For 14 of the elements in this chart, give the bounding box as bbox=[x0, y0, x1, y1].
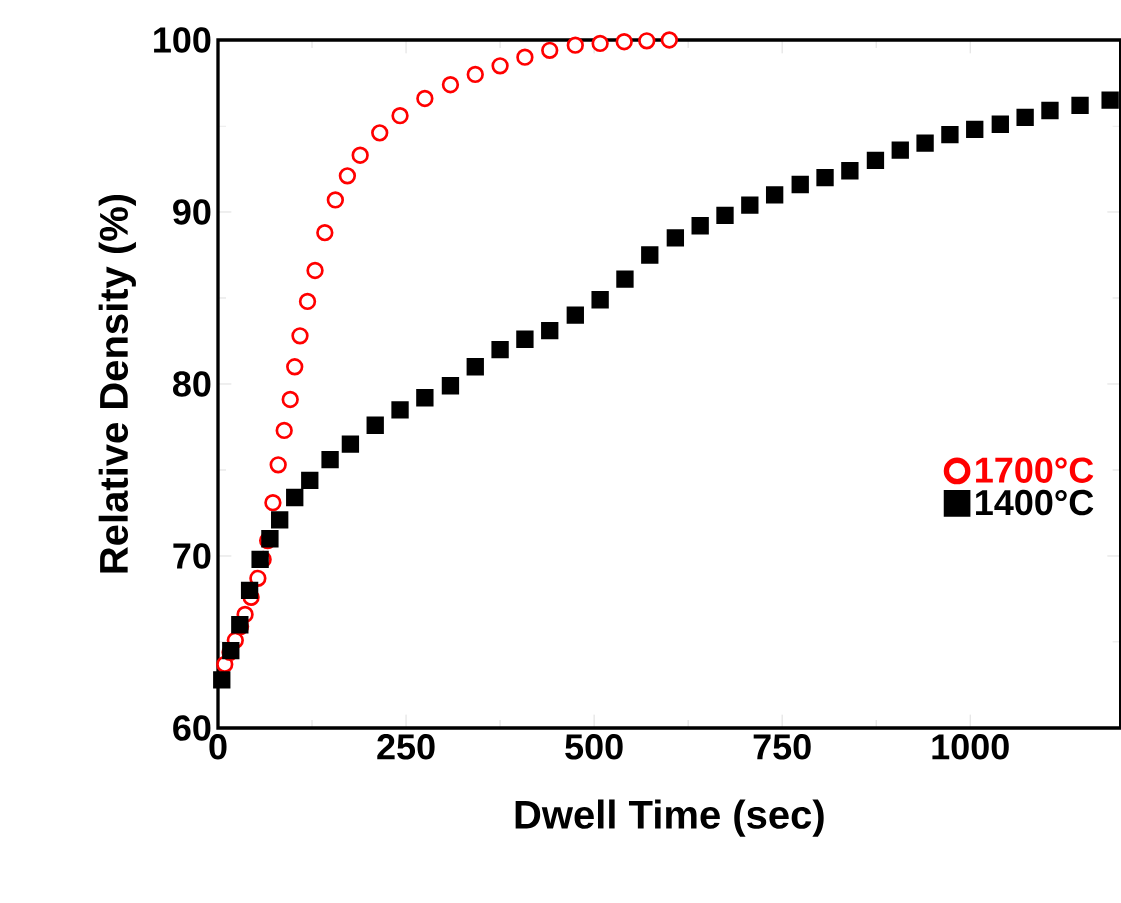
y-axis-title: Relative Density (%) bbox=[98, 194, 136, 573]
y-tick-label: 100 bbox=[154, 27, 211, 53]
y-tick-label: 60 bbox=[173, 715, 211, 741]
x-tick-label: 1000 bbox=[932, 734, 1009, 760]
y-tick-label: 80 bbox=[173, 371, 211, 397]
x-tick-label: 750 bbox=[753, 734, 811, 760]
x-tick-label: 500 bbox=[565, 734, 623, 760]
x-tick-label: 0 bbox=[209, 734, 227, 760]
legend-label: 1700°C bbox=[976, 457, 1094, 483]
legend-label: 1400°C bbox=[976, 489, 1094, 516]
x-axis-title: Dwell Time (sec) bbox=[515, 799, 824, 837]
x-tick-label: 250 bbox=[377, 734, 435, 760]
y-tick-label: 90 bbox=[173, 199, 211, 225]
y-tick-label: 70 bbox=[173, 543, 211, 569]
